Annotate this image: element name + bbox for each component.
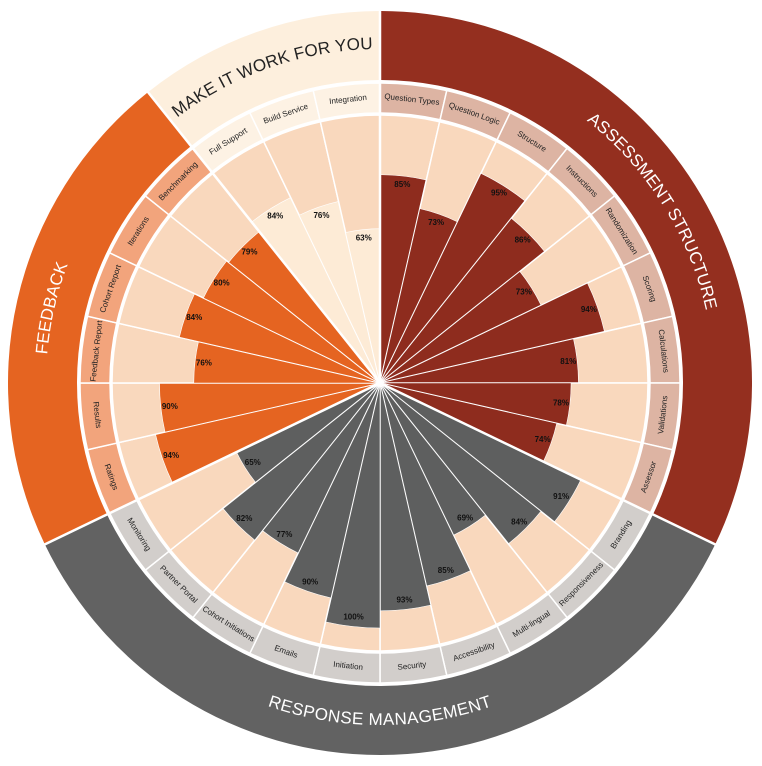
- value-label: 90%: [302, 578, 318, 587]
- value-label: 86%: [515, 235, 531, 244]
- value-label: 80%: [214, 279, 230, 288]
- value-label: 77%: [276, 530, 292, 539]
- category-label: Initiation: [333, 660, 364, 672]
- value-label: 73%: [428, 218, 444, 227]
- value-label: 81%: [560, 357, 576, 366]
- value-label: 79%: [241, 248, 257, 257]
- value-label: 91%: [553, 492, 569, 501]
- group-band: [380, 11, 752, 545]
- value-label: 69%: [457, 514, 473, 523]
- value-label: 100%: [343, 613, 363, 622]
- value-label: 84%: [267, 211, 283, 220]
- group-band: [148, 11, 380, 147]
- category-label: Results: [91, 401, 103, 429]
- group-divider: [145, 89, 381, 384]
- ring-outline: [110, 113, 650, 653]
- value-label: 85%: [438, 566, 454, 575]
- value-label: 84%: [186, 313, 202, 322]
- value-label: 94%: [581, 305, 597, 314]
- group-band: [8, 92, 192, 545]
- value-label: 78%: [553, 398, 569, 407]
- value-label: 76%: [196, 358, 212, 367]
- value-label: 65%: [245, 458, 261, 467]
- ring-outline: [77, 80, 683, 686]
- value-label: 85%: [394, 180, 410, 189]
- value-label: 73%: [516, 288, 532, 297]
- group-divider: [379, 381, 718, 547]
- value-label: 76%: [313, 211, 329, 220]
- value-label: 90%: [162, 402, 178, 411]
- category-label: Validations: [656, 395, 669, 434]
- value-label: 94%: [163, 451, 179, 460]
- category-label: Security: [397, 660, 427, 672]
- value-label: 84%: [511, 517, 527, 526]
- group-divider: [42, 381, 381, 547]
- value-label: 93%: [396, 596, 412, 605]
- value-label: 63%: [356, 234, 372, 243]
- value-label: 95%: [491, 189, 507, 198]
- category-label: Integration: [329, 93, 368, 106]
- group-band: [44, 514, 716, 755]
- value-label: 74%: [535, 435, 551, 444]
- value-label: 82%: [236, 514, 252, 523]
